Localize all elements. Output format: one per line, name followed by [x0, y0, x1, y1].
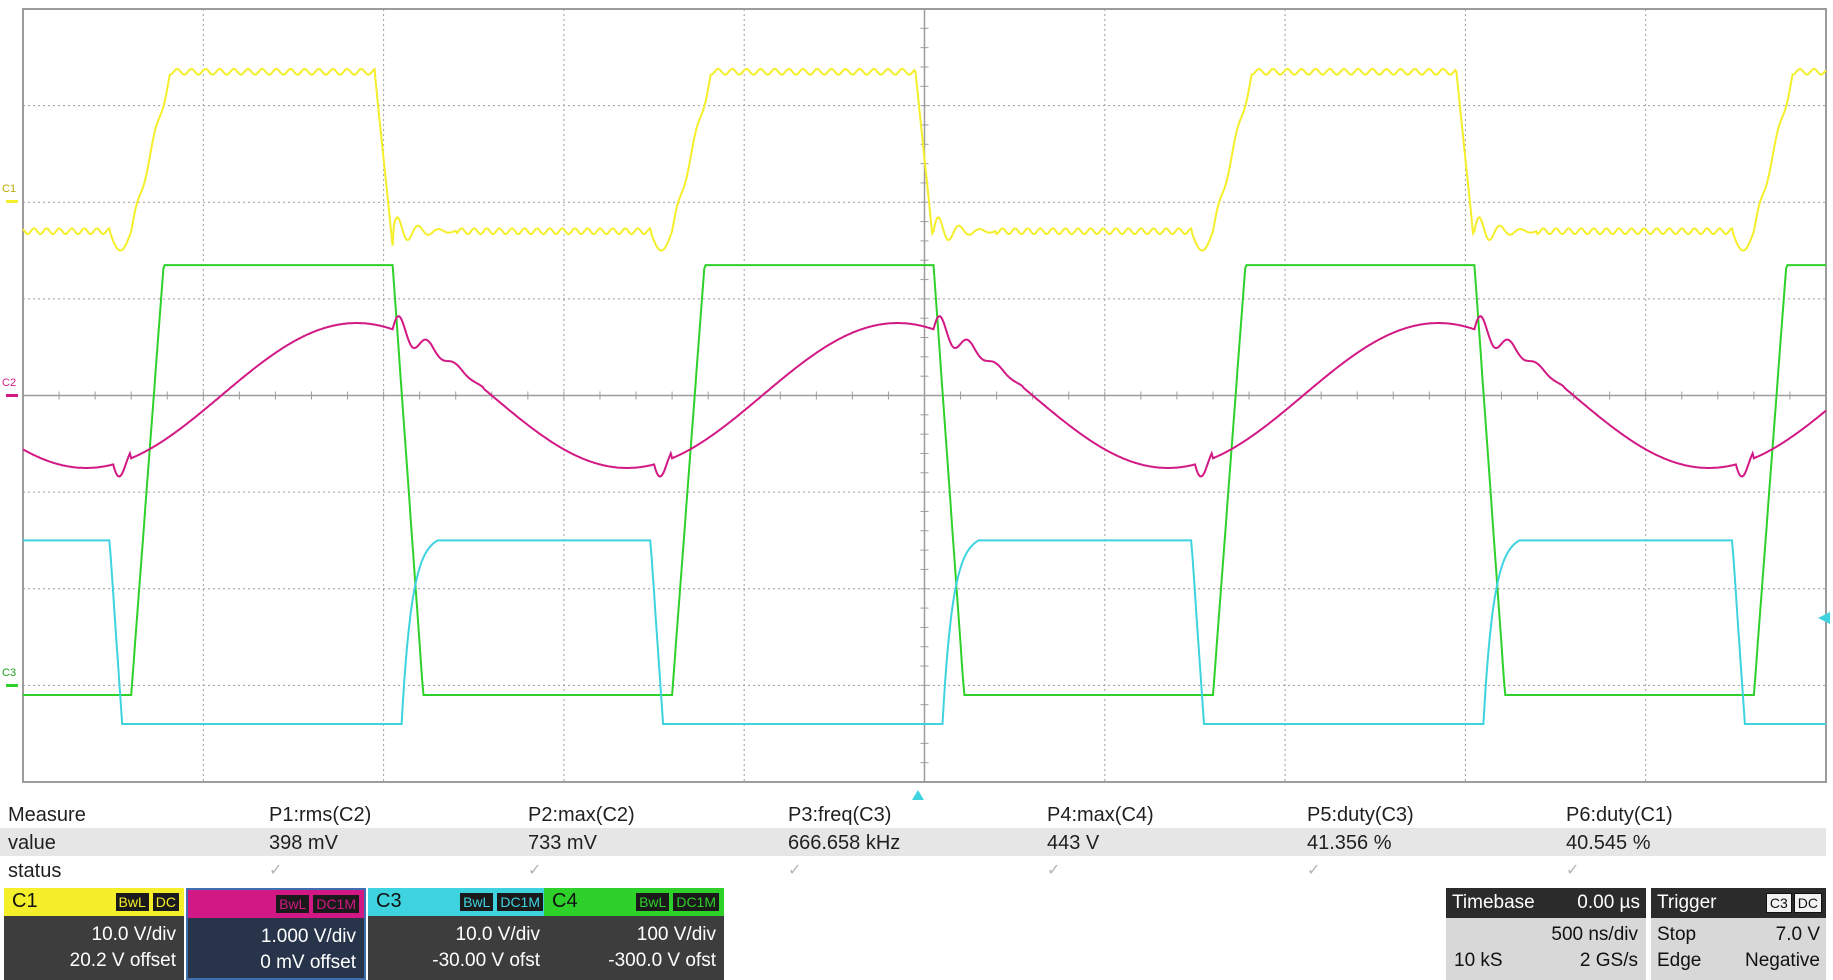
trigger-type: Edge [1657, 950, 1702, 971]
param-value-p2: 733 mV [528, 832, 597, 854]
trigger-level-icon[interactable] [1818, 612, 1830, 624]
marker-c1-tick [6, 200, 18, 203]
scope-display[interactable]: C1 C2 C3 [0, 0, 1833, 800]
param-name-p2[interactable]: P2:max(C2) [528, 804, 635, 826]
trigger-position-icon[interactable] [912, 790, 924, 800]
volts-per-div: 10.0 V/div [91, 924, 177, 945]
param-value-p5: 41.356 % [1307, 832, 1392, 854]
marker-c3-tick [6, 684, 18, 687]
channel-header: C3 BwL DC1M [368, 888, 548, 916]
timebase-label: Timebase [1452, 892, 1535, 913]
marker-c2-tick [6, 394, 18, 397]
param-value-p4: 443 V [1047, 832, 1100, 854]
bandwidth-limit-tag: BwL [635, 892, 671, 912]
bandwidth-limit-tag: BwL [275, 894, 311, 914]
coupling-tag: DC [151, 892, 180, 912]
timebase-delay: 0.00 µs [1577, 892, 1640, 913]
channel-descriptor-c1[interactable]: C1 BwL DC 10.0 V/div 20.2 V offset [4, 888, 184, 980]
channel-markers: C1 C2 C3 [2, 183, 18, 687]
status-label: status [8, 860, 62, 882]
param-name-p1[interactable]: P1:rms(C2) [269, 804, 372, 826]
marker-c3: C3 [2, 667, 16, 679]
trigger-level: 7.0 V [1775, 924, 1820, 945]
marker-c1: C1 [2, 183, 16, 195]
trigger-header: Trigger C3 DC [1651, 888, 1826, 918]
timebase-header: Timebase 0.00 µs [1446, 888, 1646, 918]
sample-rate: 2 GS/s [1579, 950, 1638, 971]
param-value-p3: 666.658 kHz [788, 832, 901, 854]
channel-header: C2 BwL DC1M [188, 890, 364, 918]
trigger-coupling-tag: DC [1793, 893, 1822, 913]
channel-name: C4 [552, 890, 578, 912]
graticule-grid [22, 8, 1827, 783]
channel-name: C2 [196, 892, 222, 914]
param-name-p6[interactable]: P6:duty(C1) [1566, 804, 1673, 826]
measure-header-row: Measure P1:rms(C2) P2:max(C2) P3:freq(C3… [0, 800, 1826, 828]
waveform-c4 [23, 264, 1826, 696]
offset-value: 0 mV offset [260, 952, 356, 973]
coupling-tag: DC1M [312, 894, 360, 914]
param-name-p5[interactable]: P5:duty(C3) [1307, 804, 1414, 826]
status-check-icon: ✓ [1307, 862, 1321, 879]
timebase-panel[interactable]: Timebase 0.00 µs 500 ns/div 10 kS 2 GS/s [1446, 888, 1646, 980]
sample-count: 10 kS [1454, 950, 1503, 971]
param-name-p4[interactable]: P4:max(C4) [1047, 804, 1154, 826]
volts-per-div: 10.0 V/div [455, 924, 541, 945]
measure-status-row: status ✓ ✓ ✓ ✓ ✓ ✓ [0, 856, 1826, 884]
trigger-mode: Stop [1657, 924, 1697, 945]
value-label: value [8, 832, 56, 854]
param-value-p1: 398 mV [269, 832, 338, 854]
trigger-source-tag: C3 [1765, 893, 1792, 913]
status-check-icon: ✓ [788, 862, 802, 879]
bandwidth-limit-tag: BwL [459, 892, 495, 912]
offset-value: -300.0 V ofst [608, 950, 716, 971]
marker-c2: C2 [2, 377, 16, 389]
channel-header: C1 BwL DC [4, 888, 184, 916]
trigger-panel[interactable]: Trigger C3 DC Stop 7.0 V Edge Negative [1651, 888, 1826, 980]
measure-table: Measure P1:rms(C2) P2:max(C2) P3:freq(C3… [0, 800, 1826, 884]
volts-per-div: 100 V/div [636, 924, 716, 945]
status-check-icon: ✓ [1047, 862, 1061, 879]
offset-value: 20.2 V offset [69, 950, 176, 971]
channel-header: C4 BwL DC1M [544, 888, 724, 916]
channel-name: C1 [12, 890, 38, 912]
param-name-p3[interactable]: P3:freq(C3) [788, 804, 892, 826]
bandwidth-limit-tag: BwL [114, 892, 150, 912]
channel-descriptor-c3[interactable]: C3 BwL DC1M 10.0 V/div -30.00 V ofst [368, 888, 548, 980]
waveforms [22, 67, 1827, 725]
trigger-slope: Negative [1745, 950, 1820, 971]
volts-per-div: 1.000 V/div [260, 926, 356, 947]
waveform-c2 [22, 315, 1827, 478]
param-value-p6: 40.545 % [1566, 832, 1651, 854]
channel-descriptor-c4[interactable]: C4 BwL DC1M 100 V/div -300.0 V ofst [544, 888, 724, 980]
coupling-tag: DC1M [672, 892, 720, 912]
waveform-c3 [23, 539, 1826, 725]
status-check-icon: ✓ [1566, 862, 1580, 879]
measure-value-row: value 398 mV 733 mV 666.658 kHz 443 V 41… [0, 828, 1826, 856]
waveform-c1 [22, 67, 1827, 252]
channel-name: C3 [376, 890, 402, 912]
measure-label: Measure [8, 804, 86, 826]
trigger-label: Trigger [1657, 892, 1717, 913]
coupling-tag: DC1M [496, 892, 544, 912]
status-check-icon: ✓ [269, 862, 283, 879]
channel-descriptor-c2[interactable]: C2 BwL DC1M 1.000 V/div 0 mV offset [186, 888, 366, 980]
offset-value: -30.00 V ofst [432, 950, 540, 971]
time-per-div: 500 ns/div [1551, 924, 1638, 945]
status-check-icon: ✓ [528, 862, 542, 879]
